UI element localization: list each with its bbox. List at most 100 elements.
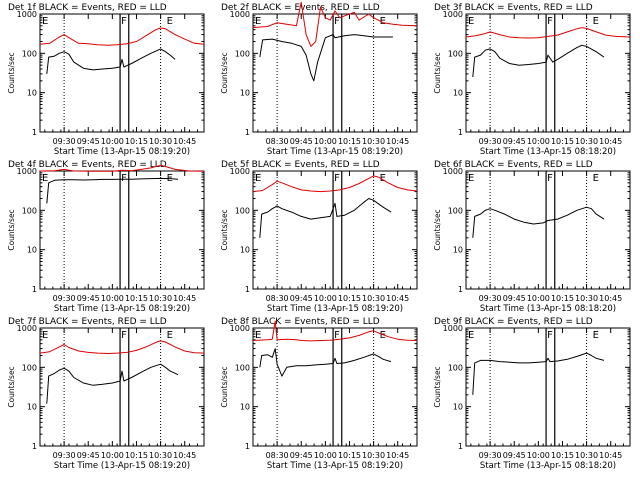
y-tick-label: 100 bbox=[448, 206, 463, 215]
y-tick-label: 100 bbox=[22, 206, 37, 215]
y-tick-label: 100 bbox=[448, 49, 463, 58]
events-series-line bbox=[259, 34, 393, 82]
x-tick-label: 08:30 bbox=[266, 294, 289, 303]
x-axis-label: Start Time (13-Apr-15 08:19:20) bbox=[54, 461, 190, 471]
marker-letter: E bbox=[42, 16, 48, 27]
y-tick-label: 10 bbox=[240, 89, 250, 98]
y-tick-label: 1000 bbox=[17, 324, 37, 333]
marker-letter: F bbox=[121, 173, 127, 184]
plot-frame bbox=[39, 13, 205, 133]
y-tick-label: 1 bbox=[32, 285, 37, 294]
x-tick-label: 10:15 bbox=[551, 294, 574, 303]
x-tick-label: 09:45 bbox=[290, 294, 313, 303]
events-series-line bbox=[46, 363, 179, 404]
x-tick-label: 10:00 bbox=[314, 451, 337, 460]
y-tick-label: 1 bbox=[458, 128, 463, 137]
marker-letter: E bbox=[167, 16, 173, 27]
panel-title: Det 6f BLACK = Events, RED = LLD bbox=[434, 160, 593, 170]
marker-letter: E bbox=[593, 16, 599, 27]
y-tick-label: 1000 bbox=[230, 10, 250, 19]
x-tick-label: 10:30 bbox=[149, 137, 172, 146]
x-tick-label: 09:30 bbox=[479, 451, 502, 460]
y-tick-label: 10 bbox=[27, 89, 37, 98]
lld-series-line bbox=[39, 27, 205, 46]
y-tick-label: 1000 bbox=[17, 10, 37, 19]
x-tick-label: 09:30 bbox=[479, 137, 502, 146]
marker-letter: F bbox=[547, 173, 553, 184]
marker-letter: E bbox=[255, 16, 261, 27]
x-tick-label: 10:15 bbox=[125, 451, 148, 460]
events-series-line bbox=[46, 48, 176, 74]
x-tick-label: 09:30 bbox=[479, 294, 502, 303]
marker-letter: E bbox=[255, 330, 261, 341]
y-tick-label: 1 bbox=[32, 128, 37, 137]
y-axis-label: Counts/sec bbox=[7, 366, 16, 407]
plot-frame bbox=[465, 327, 631, 447]
x-tick-label: 10:45 bbox=[599, 294, 622, 303]
plot-frame bbox=[252, 170, 418, 290]
x-axis-label: Start Time (13-Apr-15 08:19:20) bbox=[54, 304, 190, 314]
x-tick-label: 09:30 bbox=[53, 137, 76, 146]
marker-letter: E bbox=[167, 330, 173, 341]
y-tick-label: 100 bbox=[22, 363, 37, 372]
y-tick-label: 10 bbox=[453, 403, 463, 412]
y-tick-label: 1000 bbox=[17, 167, 37, 176]
x-tick-label: 10:00 bbox=[101, 137, 124, 146]
panel-8f: Det 8f BLACK = Events, RED = LLD 1 10 100 10… bbox=[220, 317, 418, 471]
panel-title: Det 5f BLACK = Events, RED = LLD bbox=[221, 160, 380, 170]
x-tick-label: 10:30 bbox=[575, 137, 598, 146]
plot-frame bbox=[39, 327, 205, 447]
y-tick-label: 100 bbox=[22, 49, 37, 58]
x-tick-label: 10:45 bbox=[386, 451, 409, 460]
x-tick-label: 10:15 bbox=[338, 451, 361, 460]
lld-series-line bbox=[39, 164, 205, 172]
y-tick-label: 1000 bbox=[230, 324, 250, 333]
y-tick-label: 1000 bbox=[230, 167, 250, 176]
x-tick-label: 10:00 bbox=[101, 451, 124, 460]
x-tick-label: 09:45 bbox=[77, 451, 100, 460]
y-tick-label: 10 bbox=[453, 246, 463, 255]
x-tick-label: 10:15 bbox=[338, 137, 361, 146]
x-tick-label: 10:30 bbox=[362, 451, 385, 460]
events-series-line bbox=[259, 348, 392, 377]
x-axis-label: Start Time (13-Apr-15 08:19:20) bbox=[267, 304, 403, 314]
marker-letter: E bbox=[42, 173, 48, 184]
x-tick-label: 09:30 bbox=[53, 451, 76, 460]
plot-frame bbox=[252, 13, 418, 133]
y-tick-label: 1000 bbox=[443, 324, 463, 333]
panel-9f: Det 9f BLACK = Events, RED = LLD 1 10 100 10… bbox=[433, 317, 631, 471]
x-tick-label: 09:45 bbox=[77, 137, 100, 146]
panel-2f: Det 2f BLACK = Events, RED = LLD11010010… bbox=[220, 1, 418, 157]
y-axis-label: Counts/sec bbox=[220, 366, 229, 407]
x-tick-label: 09:45 bbox=[503, 137, 526, 146]
x-tick-label: 10:15 bbox=[125, 137, 148, 146]
panel-title: Det 1f BLACK = Events, RED = LLD bbox=[8, 3, 167, 13]
y-axis-label: Counts/sec bbox=[433, 209, 442, 250]
marker-letter: F bbox=[334, 330, 340, 341]
y-tick-label: 1 bbox=[245, 442, 250, 451]
events-series-line bbox=[472, 352, 605, 395]
x-tick-label: 10:00 bbox=[314, 294, 337, 303]
plot-frame bbox=[252, 327, 418, 447]
x-tick-label: 10:15 bbox=[338, 294, 361, 303]
marker-letter: E bbox=[593, 330, 599, 341]
x-tick-label: 10:30 bbox=[575, 451, 598, 460]
y-axis-label: Counts/sec bbox=[433, 52, 442, 93]
x-tick-label: 10:45 bbox=[173, 137, 196, 146]
events-series-line bbox=[259, 198, 392, 238]
lld-series-line bbox=[39, 340, 205, 354]
x-tick-label: 08:30 bbox=[266, 137, 289, 146]
x-axis-label: Start Time (13-Apr-15 08:19:20) bbox=[267, 461, 403, 471]
y-tick-label: 1 bbox=[245, 285, 250, 294]
marker-letter: F bbox=[547, 330, 553, 341]
x-tick-label: 10:00 bbox=[314, 137, 337, 146]
panel-1f: Det 1f BLACK = Events, RED = LLD 1 10 100 10… bbox=[7, 3, 205, 157]
x-tick-label: 09:45 bbox=[503, 451, 526, 460]
x-tick-label: 08:30 bbox=[266, 451, 289, 460]
marker-letter: E bbox=[468, 173, 474, 184]
y-tick-label: 100 bbox=[235, 49, 250, 58]
x-tick-label: 10:45 bbox=[386, 294, 409, 303]
events-series-line bbox=[46, 177, 179, 204]
x-tick-label: 09:45 bbox=[290, 451, 313, 460]
